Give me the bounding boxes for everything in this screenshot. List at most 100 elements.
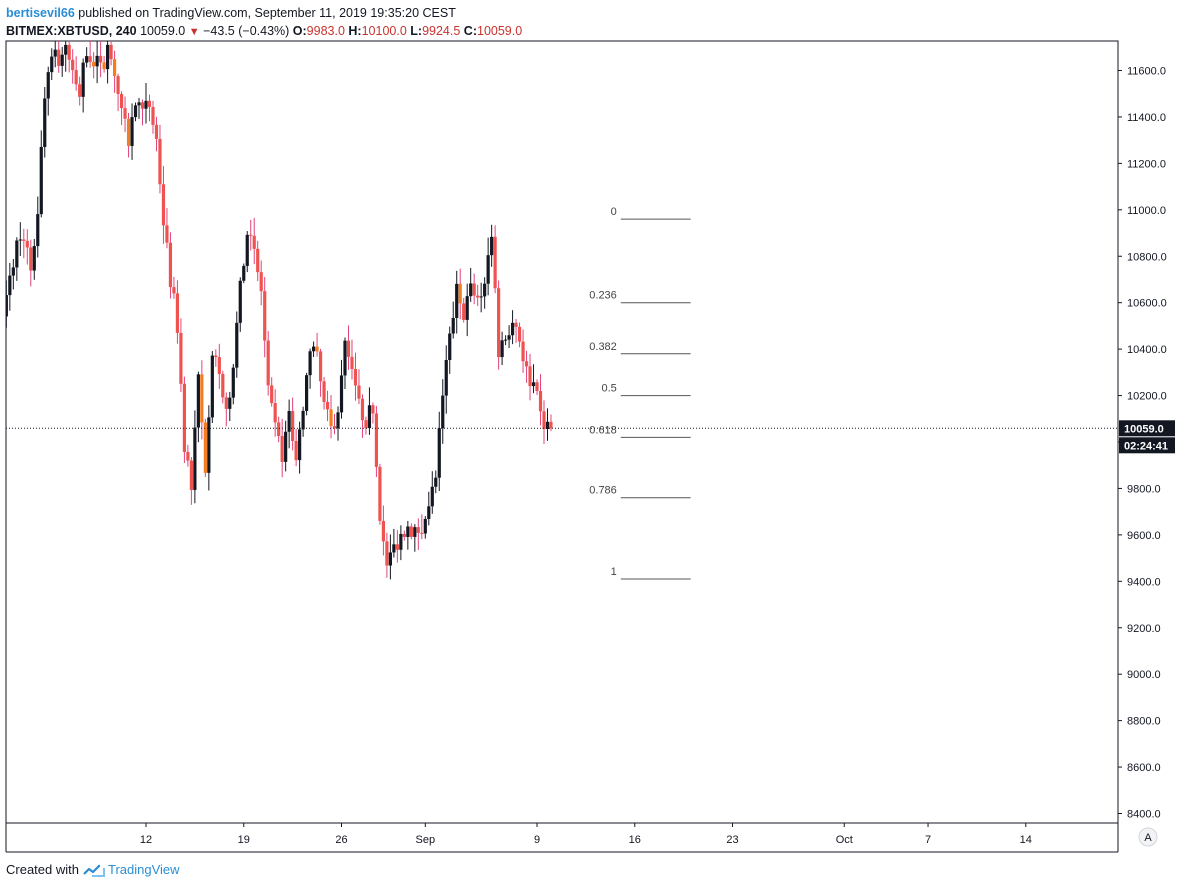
candle-body-up: [545, 421, 550, 429]
candle-body-down: [378, 466, 382, 521]
candle-body-down: [186, 451, 190, 461]
candle-body-up: [50, 56, 54, 73]
candle-body-up: [427, 506, 431, 519]
candle-body-up: [284, 431, 288, 462]
price-tick-label: 11200.0: [1127, 158, 1166, 170]
candle-body-up: [1, 316, 4, 322]
price-tick-label: 9200.0: [1127, 623, 1161, 635]
low-label: L:: [410, 24, 423, 38]
candle-body-up: [510, 322, 515, 336]
candle-body-up: [228, 397, 232, 409]
candle-body-up: [434, 477, 438, 487]
candle-body-down: [315, 346, 319, 352]
candle-body-down: [203, 422, 207, 473]
auto-scale-button[interactable]: A: [1138, 827, 1158, 847]
candle-body-down: [259, 272, 263, 292]
price-axis[interactable]: 8400.0 8600.0 8800.0 9000.0 9200.0 9400.0 9600…: [1118, 66, 1167, 821]
candle-body-down: [119, 93, 124, 109]
candle-body-down: [0, 303, 1, 323]
fib-level-label: 0: [611, 206, 617, 218]
candle-body-down: [25, 240, 29, 248]
countdown-badge-text: 02:24:41: [1124, 440, 1168, 452]
candle-body-down: [147, 100, 152, 108]
price-tick-label: 9800.0: [1127, 483, 1161, 495]
tradingview-logo-icon[interactable]: [83, 863, 105, 877]
price-tick-label: 11000.0: [1127, 205, 1166, 217]
candle-body-down: [291, 411, 295, 441]
candle-body-down: [158, 138, 162, 185]
author-username[interactable]: bertisevil66: [6, 6, 75, 20]
candle-body-down: [374, 413, 379, 467]
candle-body-down: [514, 322, 518, 327]
publish-info: bertisevil66 published on TradingView.co…: [6, 4, 522, 22]
plot-border: [5, 40, 1119, 824]
candle-body-down: [102, 62, 106, 70]
candle-body-up: [133, 105, 138, 118]
candle-body-down: [140, 102, 145, 109]
candle-body-up: [11, 267, 15, 276]
candle-body-down: [29, 247, 33, 271]
candle-body-up: [430, 486, 434, 507]
candle-body-down: [318, 351, 323, 382]
candle-body-down: [182, 383, 187, 452]
candle-body-down: [381, 520, 386, 542]
fib-level-label: 1: [611, 566, 617, 578]
candle-body-up: [483, 283, 487, 297]
candle-body-down: [154, 124, 159, 139]
time-axis[interactable]: 12 19 26 Sep 9 16 23 Oct 7 14: [140, 823, 1032, 846]
chart-header: bertisevil66 published on TradingView.co…: [6, 4, 522, 41]
candle-body-up: [392, 544, 396, 553]
candle-body-up: [441, 395, 445, 429]
open-label: O:: [292, 24, 307, 38]
price-tick-label: 10800.0: [1127, 251, 1167, 263]
candle-body-down: [294, 440, 298, 461]
candle-body-up: [207, 417, 211, 473]
candle-body-down: [172, 287, 176, 294]
candle-body-up: [39, 146, 43, 215]
candle-body-down: [112, 59, 117, 77]
candle-body-up: [46, 72, 50, 99]
auto-scale-circle[interactable]: [1138, 827, 1158, 847]
candle-body-down: [256, 248, 260, 273]
candle-body-up: [32, 246, 36, 271]
price-tick-label: 9600.0: [1127, 530, 1161, 542]
candle-body-down: [458, 283, 462, 304]
fibonacci-retracement[interactable]: 0 0.236 0.382 0.5 0.618 0.786 1: [589, 206, 691, 580]
candle-body-up: [448, 333, 452, 360]
candle-body-up: [245, 234, 249, 266]
candle-body-up: [339, 375, 344, 413]
candle-body-down: [322, 381, 326, 402]
candle-body-down: [224, 397, 228, 409]
last-price: 10059.0: [140, 24, 186, 38]
candle-body-up: [304, 375, 309, 411]
candle-body-down: [165, 225, 169, 243]
current-price-badge: [1119, 420, 1175, 437]
candle-body-up: [490, 236, 494, 256]
candle-body-up: [479, 296, 483, 298]
candle-body-up: [53, 49, 57, 57]
candle-body-down: [179, 332, 183, 384]
candle-body-up: [507, 335, 511, 340]
candle-body-up: [399, 533, 403, 550]
candle-body-up: [36, 214, 40, 247]
fib-level-label: 0.618: [589, 424, 617, 436]
candle-body-down: [409, 526, 413, 537]
high-label: H:: [348, 24, 362, 38]
candle-body-up: [64, 44, 68, 55]
symbol-label[interactable]: BITMEX:XBTUSD, 240: [6, 24, 137, 38]
candle-body-down: [74, 70, 78, 85]
time-tick-label: 14: [1020, 834, 1032, 846]
symbol-legend: BITMEX:XBTUSD, 240 10059.0 ▼ −43.5 (−0.4…: [6, 22, 522, 41]
auto-scale-label[interactable]: A: [1144, 832, 1152, 844]
tradingview-brand[interactable]: TradingView: [107, 862, 180, 877]
candle-body-up: [235, 322, 239, 368]
candle-body-down: [116, 76, 120, 94]
fib-level-label: 0.382: [589, 341, 617, 353]
published-text: published on TradingView.com, September …: [74, 6, 456, 20]
candle-body-up: [301, 410, 305, 430]
candle-body-up: [60, 54, 64, 66]
time-tick-label: 12: [140, 834, 152, 846]
time-tick-label: 7: [925, 834, 931, 846]
candle-body-down: [517, 326, 522, 342]
